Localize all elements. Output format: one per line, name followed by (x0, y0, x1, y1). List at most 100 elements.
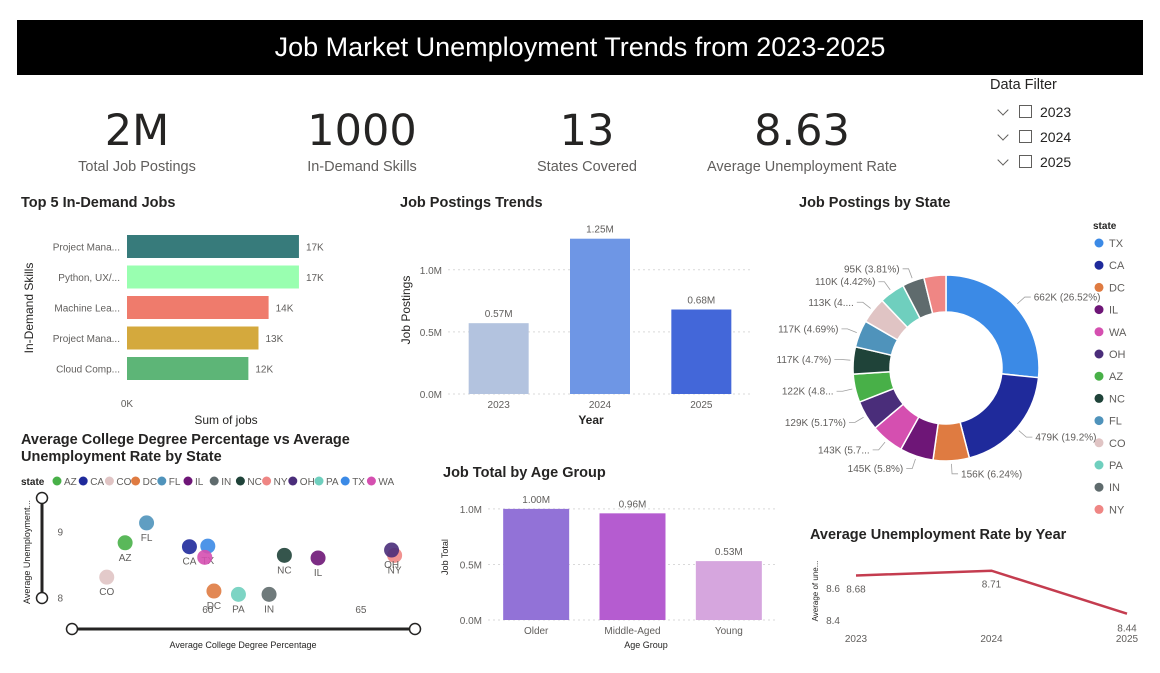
unemployment-by-year-title: Average Unemployment Rate by Year (810, 527, 1067, 543)
legend-marker (1094, 371, 1104, 381)
point-label: IL (314, 568, 323, 579)
legend-label: AZ (1109, 371, 1123, 383)
filter-option-2024[interactable]: 2024 (990, 124, 1071, 149)
scatter-point (181, 539, 197, 555)
kpi-label: Average Unemployment Rate (707, 159, 897, 175)
category-label: Machine Lea... (54, 304, 120, 315)
donut-slice (959, 373, 1040, 459)
kpi-average-unemployment-rate: 8.63 Average Unemployment Rate (692, 105, 912, 175)
legend-marker (314, 476, 324, 486)
filter-option-2025[interactable]: 2025 (990, 149, 1071, 174)
series-line (855, 569, 1128, 615)
scatter-title: Average College Degree Percentage vs Ave… (21, 432, 350, 465)
data-label: 0.68M (687, 296, 715, 307)
checkbox[interactable] (1019, 105, 1032, 118)
chevron-down-icon[interactable] (997, 128, 1009, 141)
slider-handle (65, 622, 79, 636)
legend-label: FL (169, 477, 181, 488)
kpi-value: 1000 (307, 106, 417, 156)
top-jobs-title: Top 5 In-Demand Jobs (21, 195, 176, 211)
point-label: DC (207, 601, 221, 612)
slice-label: 110K (4.42%) (815, 277, 875, 288)
legend-marker (1094, 482, 1104, 492)
data-label: 14K (276, 304, 294, 315)
y-tick-label: 8.4 (826, 616, 840, 627)
x-tick-label: 2025 (690, 400, 713, 411)
slice-label: 156K (6.24%) (961, 469, 1022, 480)
data-label: 12K (255, 365, 273, 376)
kpi-value: 13 (559, 106, 615, 156)
x-tick-label: Middle-Aged (604, 626, 660, 637)
leader-line (872, 441, 886, 451)
bar (127, 235, 299, 258)
x-axis-label: Age Group (624, 640, 668, 650)
slice-label: 129K (5.17%) (785, 418, 846, 429)
filter-option-label: 2025 (1040, 153, 1072, 170)
point-label: FL (141, 533, 153, 544)
chevron-down-icon[interactable] (997, 103, 1009, 116)
kpi-total-job-postings: 2M Total Job Postings (27, 105, 247, 175)
legend-marker (157, 476, 167, 486)
legend-marker (1094, 238, 1104, 248)
dashboard-title: Job Market Unemployment Trends from 2023… (17, 20, 1143, 75)
y-axis-label: Average Unemployment... (22, 500, 32, 604)
age-group-chart: 0.0M 0.5M 1.0M 1.00M Older 0.96M Middle-Aged 0.… (440, 495, 777, 650)
scatter-point (261, 586, 277, 602)
point-label: NY (388, 565, 402, 576)
scatter-point (206, 583, 222, 599)
x-tick-label: 2024 (589, 400, 612, 411)
leader-line (834, 358, 851, 361)
slice-label: 479K (19.2%) (1035, 433, 1096, 444)
legend-marker (340, 476, 350, 486)
point-label: PA (232, 604, 245, 615)
leader-line (836, 388, 853, 392)
legend-marker (1094, 327, 1104, 337)
x-axis-label: Sum of jobs (194, 413, 257, 427)
y-tick-label: 9 (57, 528, 63, 539)
postings-by-state-title: Job Postings by State (799, 195, 951, 211)
legend-label: PA (1109, 460, 1124, 472)
data-label: 8.71 (982, 580, 1002, 591)
legend-label: CO (1109, 438, 1126, 450)
checkbox[interactable] (1019, 155, 1032, 168)
legend-marker (1094, 305, 1104, 315)
leader-line (1018, 430, 1033, 438)
y-tick-label: 8.6 (826, 584, 840, 595)
point-label: NC (277, 565, 291, 576)
legend-label: NY (1109, 504, 1125, 516)
filter-option-2023[interactable]: 2023 (990, 99, 1071, 124)
chevron-down-icon[interactable] (997, 153, 1009, 166)
legend-marker (1094, 460, 1104, 470)
legend-title: state (1093, 221, 1117, 232)
top-jobs-chart: Project Mana... 17K Python, UX/... 17K Machi… (22, 235, 324, 427)
legend-label: DC (143, 477, 157, 488)
checkbox[interactable] (1019, 130, 1032, 143)
slice-label: 662K (26.52%) (1034, 293, 1101, 304)
leader-line (906, 458, 916, 469)
point-label: IN (264, 604, 274, 615)
legend-marker (262, 476, 272, 486)
legend-marker (235, 476, 245, 486)
slice-label: 117K (4.69%) (778, 324, 838, 335)
y-tick-label: 0.0M (420, 390, 442, 401)
filter-option-label: 2023 (1040, 103, 1072, 120)
legend-marker (183, 476, 193, 486)
leader-line (951, 463, 959, 475)
y-axis-label: Job Postings (399, 276, 413, 345)
slider-handle (35, 491, 49, 505)
x-tick-label: 60 (202, 605, 214, 616)
legend-label: NC (1109, 393, 1125, 405)
bar (570, 238, 630, 394)
x-tick-label: Young (715, 626, 743, 637)
legend-marker (1094, 504, 1104, 514)
category-label: Python, UX/... (58, 273, 120, 284)
postings-trend-chart: 0.0M 0.5M 1.0M 0.57M 2023 1.25M 2024 0.68M 2025 Y… (399, 225, 752, 427)
x-axis-label: Average College Degree Percentage (170, 640, 317, 650)
leader-line (902, 268, 913, 279)
postings-trend-title: Job Postings Trends (400, 195, 543, 211)
scatter-point (276, 547, 292, 563)
point-label: OH (384, 560, 399, 571)
data-label: 0.96M (619, 499, 647, 510)
scatter-point (230, 586, 246, 602)
slice-label: 117K (4.7%) (777, 355, 832, 366)
